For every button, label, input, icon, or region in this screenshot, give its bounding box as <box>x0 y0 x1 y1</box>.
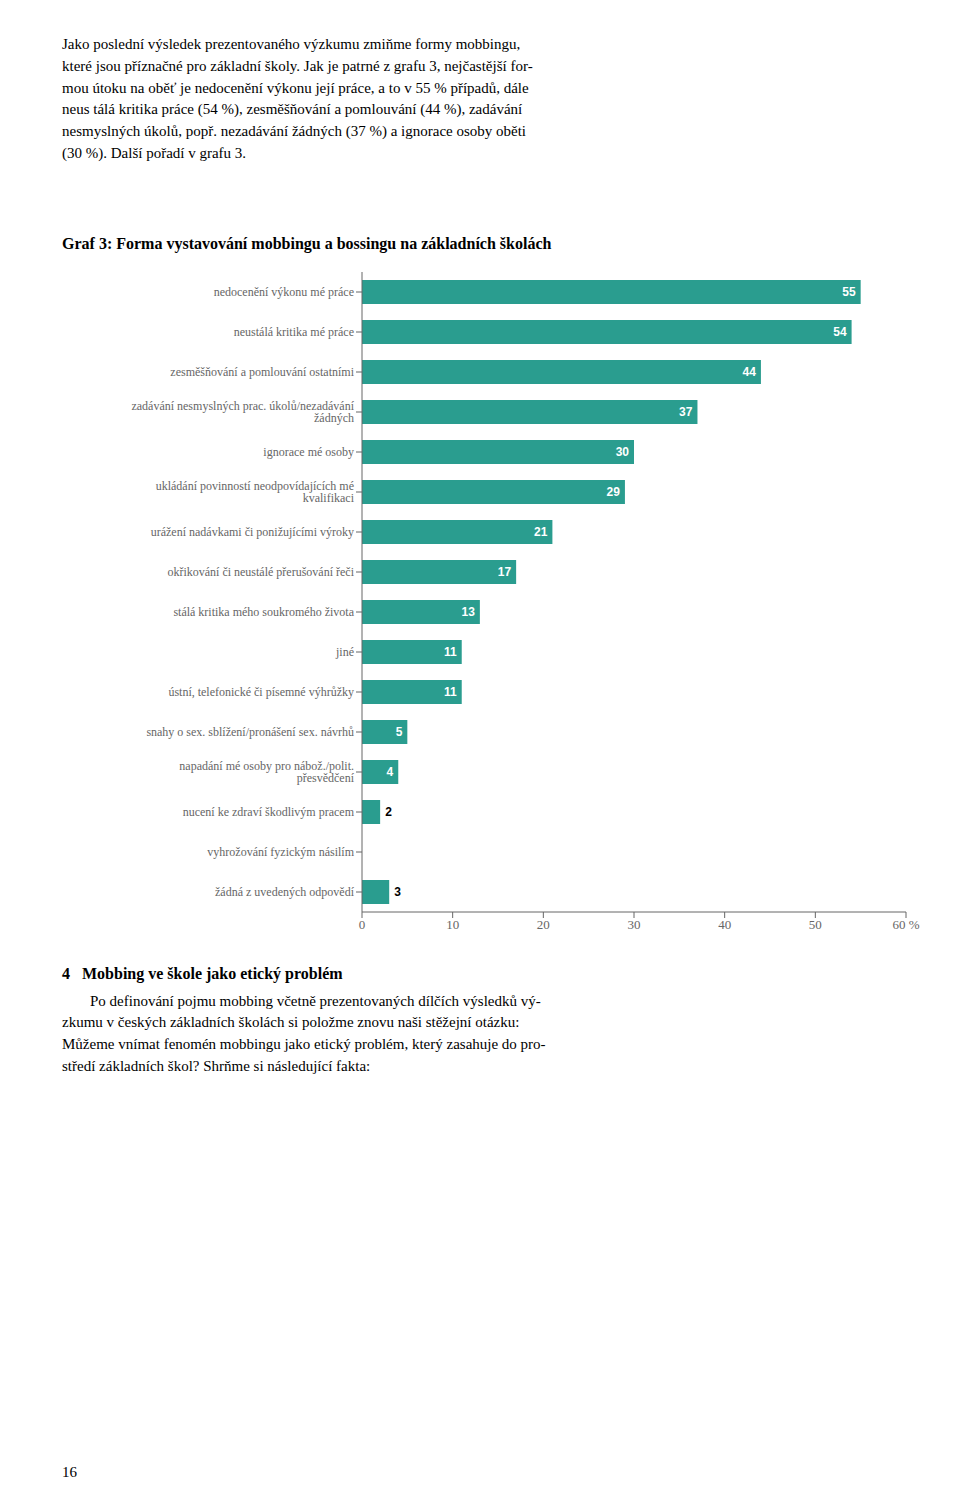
svg-text:zesměšňování a pomlouvání osta: zesměšňování a pomlouvání ostatními <box>170 365 354 379</box>
html-text:Po definování pojmu mobbing vč: Po definování pojmu mobbing včetně preze… <box>62 992 546 1074</box>
html-text:Jako poslední výsledek prezent: Jako poslední výsledek prezentovaného vý… <box>62 36 533 161</box>
svg-text:4: 4 <box>387 765 394 779</box>
svg-text:nedocenění výkonu mé práce: nedocenění výkonu mé práce <box>214 285 354 299</box>
svg-text:5: 5 <box>396 725 403 739</box>
svg-text:30: 30 <box>616 445 630 459</box>
svg-text:2: 2 <box>385 805 392 819</box>
svg-text:55: 55 <box>842 285 856 299</box>
svg-text:17: 17 <box>498 565 512 579</box>
svg-text:11: 11 <box>444 685 457 699</box>
svg-text:40: 40 <box>718 917 731 932</box>
svg-text:3: 3 <box>394 885 401 899</box>
svg-text:0: 0 <box>359 917 366 932</box>
svg-text:50: 50 <box>809 917 822 932</box>
svg-text:žádná z uvedených odpovědí: žádná z uvedených odpovědí <box>215 885 355 899</box>
html-text:4: 4 <box>62 964 70 982</box>
svg-text:54: 54 <box>833 325 847 339</box>
svg-text:neustálá kritika mé práce: neustálá kritika mé práce <box>234 325 354 339</box>
svg-text:44: 44 <box>743 365 757 379</box>
svg-text:urážení nadávkami či ponižujíc: urážení nadávkami či ponižujícími výroky <box>151 525 354 539</box>
html-text:Graf 3: Forma vystavování mobb: Graf 3: Forma vystavování mobbingu a bos… <box>62 234 552 252</box>
svg-text:jiné: jiné <box>335 645 354 659</box>
svg-text:zadávání nesmyslných prac. úko: zadávání nesmyslných prac. úkolů/nezadáv… <box>131 399 354 425</box>
svg-text:30: 30 <box>628 917 641 932</box>
html-text:16: 16 <box>62 1464 77 1480</box>
svg-text:snahy o sex. sblížení/pronášen: snahy o sex. sblížení/pronášení sex. náv… <box>146 725 354 739</box>
svg-text:stálá kritika mého soukromého: stálá kritika mého soukromého života <box>173 605 354 619</box>
svg-text:21: 21 <box>534 525 548 539</box>
svg-text:20: 20 <box>537 917 550 932</box>
svg-text:nucení ke zdraví škodlivým pra: nucení ke zdraví škodlivým pracem <box>183 805 355 819</box>
svg-text:ukládání povinností neodpovída: ukládání povinností neodpovídajících mék… <box>156 479 355 505</box>
svg-text:29: 29 <box>607 485 621 499</box>
svg-text:13: 13 <box>462 605 476 619</box>
svg-text:ignorace mé osoby: ignorace mé osoby <box>263 445 354 459</box>
svg-text:napadání mé osoby pro nábož./p: napadání mé osoby pro nábož./polit.přesv… <box>179 759 354 785</box>
svg-text:60 %: 60 % <box>892 917 919 932</box>
svg-text:vyhrožování fyzickým násilím: vyhrožování fyzickým násilím <box>207 845 354 859</box>
svg-text:okřikování či neustálé přerušo: okřikování či neustálé přerušování řeči <box>167 565 354 579</box>
svg-text:10: 10 <box>446 917 459 932</box>
html-text:Mobbing ve škole jako etický p: Mobbing ve škole jako etický problém <box>82 964 343 982</box>
svg-text:11: 11 <box>444 645 457 659</box>
svg-text:37: 37 <box>679 405 693 419</box>
svg-text:ústní, telefonické či písemné: ústní, telefonické či písemné výhrůžky <box>168 685 354 699</box>
